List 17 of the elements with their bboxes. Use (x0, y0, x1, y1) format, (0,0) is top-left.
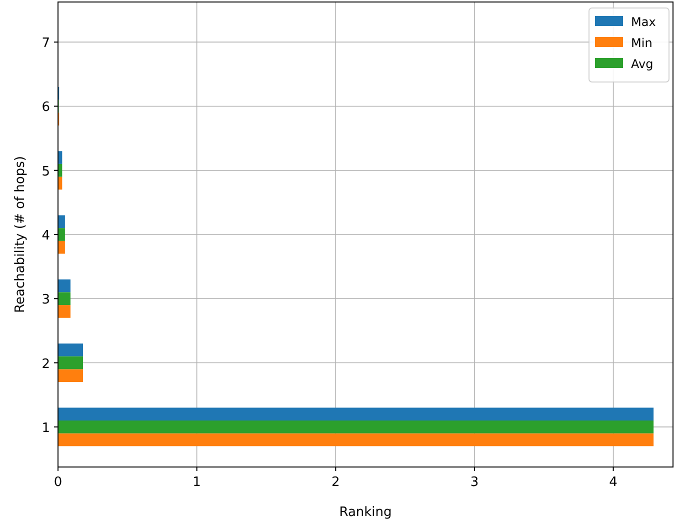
x-axis-title: Ranking (339, 505, 392, 520)
y-tick-label: 7 (42, 36, 50, 52)
y-axis-title: Reachability (# of hops) (13, 156, 28, 313)
x-tick-label: 4 (609, 475, 618, 490)
x-tick-label: 0 (54, 475, 62, 490)
y-tick-label: 5 (42, 164, 50, 180)
legend-label: Avg (631, 57, 654, 71)
y-tick-label: 3 (42, 292, 50, 308)
x-tick-label: 2 (332, 475, 340, 490)
x-tick-label: 1 (192, 475, 201, 490)
y-tick-label: 1 (42, 420, 50, 436)
x-tick-label: 3 (470, 475, 479, 490)
legend-label: Min (631, 36, 652, 50)
y-tick-label: 2 (42, 356, 50, 372)
y-tick-label: 6 (42, 100, 50, 116)
legend-label: Max (631, 15, 656, 29)
y-tick-label: 4 (42, 228, 50, 244)
